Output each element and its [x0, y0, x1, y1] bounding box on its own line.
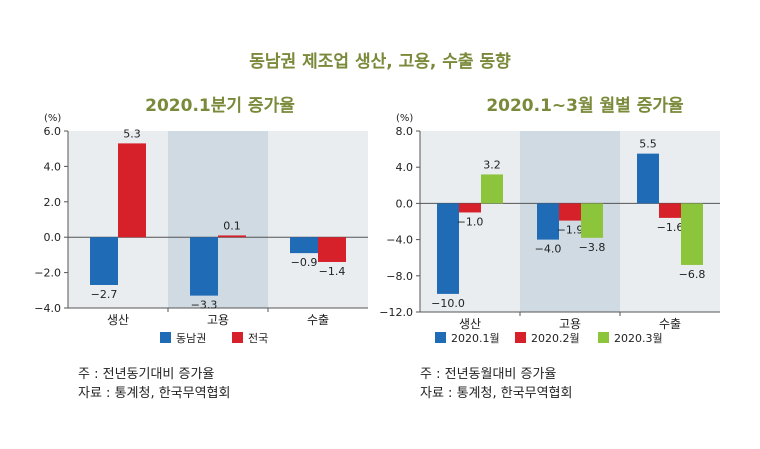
- chart1-category-label: 수출: [307, 313, 329, 327]
- chart1-bar: [90, 237, 118, 285]
- chart2-category-label: 수출: [659, 317, 681, 331]
- chart1-y-tick-label: −4.0: [34, 302, 61, 315]
- chart2-unit-label: (%): [396, 113, 413, 124]
- chart1-legend-label: 동남권: [176, 332, 206, 345]
- chart2-bar: [581, 203, 603, 238]
- chart2-legend-label: 2020.2월: [531, 332, 580, 345]
- chart1-category-label: 고용: [207, 313, 229, 327]
- chart1-category-label: 생산: [107, 313, 129, 327]
- note-right-2: 자료 : 통계청, 한국무역협회: [420, 386, 573, 401]
- chart2-data-label: 5.5: [639, 138, 657, 151]
- chart2-data-label: −10.0: [431, 297, 465, 310]
- chart2-data-label: −1.6: [657, 221, 684, 234]
- chart2-bar: [681, 203, 703, 265]
- note-left-1: 주 : 전년동기대비 증가율: [78, 367, 215, 382]
- chart1-bar: [290, 237, 318, 254]
- chart1-data-label: 5.3: [123, 127, 141, 140]
- chart2-y-tick-label: 8.0: [396, 125, 414, 138]
- chart1-bar: [218, 235, 246, 238]
- main-title: 동남권 제조업 생산, 고용, 수출 동향: [249, 52, 511, 72]
- chart2-legend-swatch: [598, 332, 609, 343]
- chart2-data-label: −1.0: [457, 215, 484, 228]
- chart2-legend-swatch: [435, 332, 446, 343]
- chart1-data-label: −1.4: [319, 265, 346, 278]
- chart-title-right: 2020.1~3월 월별 증가율: [486, 96, 684, 116]
- chart2-y-tick-label: −4.0: [386, 234, 413, 247]
- chart-title-left: 2020.1분기 증가율: [145, 96, 295, 116]
- chart1-y-tick-label: 2.0: [44, 196, 62, 209]
- chart1-data-label: −0.9: [291, 256, 318, 269]
- chart1-y-tick-label: 4.0: [44, 160, 62, 173]
- note-left-2: 자료 : 통계청, 한국무역협회: [78, 386, 231, 401]
- chart1-y-tick-label: 0.0: [44, 231, 62, 244]
- chart1-legend-swatch: [232, 332, 243, 343]
- chart2-data-label: −1.9: [557, 224, 584, 237]
- note-right-1: 주 : 전년동월대비 증가율: [420, 367, 557, 382]
- chart2-legend-swatch: [515, 332, 526, 343]
- chart2-bar: [637, 153, 659, 204]
- chart2-data-label: −6.8: [679, 268, 706, 281]
- chart1-bar: [190, 237, 218, 296]
- chart1-unit-label: (%): [44, 113, 61, 124]
- chart2-data-label: −3.8: [579, 241, 606, 254]
- chart1-data-label: 0.1: [223, 219, 241, 232]
- chart2-bar: [659, 203, 681, 218]
- chart2-y-tick-label: 0.0: [396, 197, 414, 210]
- chart2-category-label: 고용: [559, 317, 581, 331]
- chart2-data-label: −4.0: [535, 243, 562, 256]
- chart2-y-tick-label: 4.0: [396, 161, 414, 174]
- chart2-y-tick-label: −8.0: [386, 270, 413, 283]
- chart2-bar: [437, 203, 459, 294]
- chart2-bar: [537, 203, 559, 240]
- chart2-y-tick-label: −12.0: [379, 306, 413, 319]
- chart2-bar: [481, 174, 503, 204]
- chart1-bar: [118, 143, 146, 238]
- chart1-data-label: −2.7: [91, 288, 118, 301]
- chart1-y-tick-label: −2.0: [34, 267, 61, 280]
- chart2-legend-label: 2020.3월: [614, 332, 663, 345]
- chart2-bar: [559, 203, 581, 221]
- chart2-bar: [459, 203, 481, 213]
- chart2-highlight-band: [520, 131, 620, 312]
- chart2-category-label: 생산: [459, 317, 481, 331]
- chart1-legend-label: 전국: [248, 332, 268, 345]
- chart1-data-label: −3.3: [191, 299, 218, 312]
- chart1-legend-swatch: [160, 332, 171, 343]
- chart2-data-label: 3.2: [483, 158, 501, 171]
- chart1-bar: [318, 237, 346, 262]
- chart1-y-tick-label: 6.0: [44, 125, 62, 138]
- chart2-legend-label: 2020.1월: [451, 332, 500, 345]
